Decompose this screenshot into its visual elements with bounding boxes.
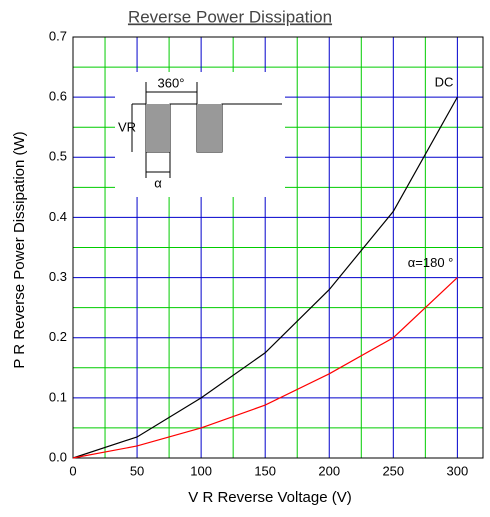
y-tick-label: 0.2 (49, 329, 67, 344)
y-axis-label: P R Reverse Power Dissipation (W) (11, 131, 28, 368)
series-label: DC (435, 75, 454, 90)
x-tick-label: 0 (69, 463, 76, 478)
plot-frame (72, 36, 484, 459)
y-tick-label: 0.5 (49, 149, 67, 164)
x-tick-label: 50 (130, 463, 144, 478)
inset: 360° VR α (115, 72, 285, 197)
y-tick-label: 0.4 (49, 209, 67, 224)
series-label: α=180 ° (408, 255, 454, 270)
y-tick-label: 0.0 (49, 449, 67, 464)
x-tick-label: 100 (190, 463, 212, 478)
x-axis-label: V R Reverse Voltage (V) (188, 489, 351, 506)
x-tick-label: 150 (254, 463, 276, 478)
y-tick-label: 0.7 (49, 28, 67, 43)
inset-label: α (154, 175, 162, 190)
y-tick-label: 0.6 (49, 89, 67, 104)
chart-title: Reverse Power Dissipation (128, 7, 332, 26)
x-tick-label: 300 (447, 463, 469, 478)
series-line (72, 277, 458, 459)
y-tick-label: 0.1 (49, 389, 67, 404)
pulse (197, 104, 222, 152)
pulse (146, 104, 170, 152)
y-tick-label: 0.3 (49, 269, 67, 284)
x-tick-label: 200 (318, 463, 340, 478)
inset-label: VR (118, 119, 136, 134)
inset-label: 360° (158, 75, 185, 90)
series-line (72, 96, 458, 459)
x-tick-label: 250 (382, 463, 404, 478)
